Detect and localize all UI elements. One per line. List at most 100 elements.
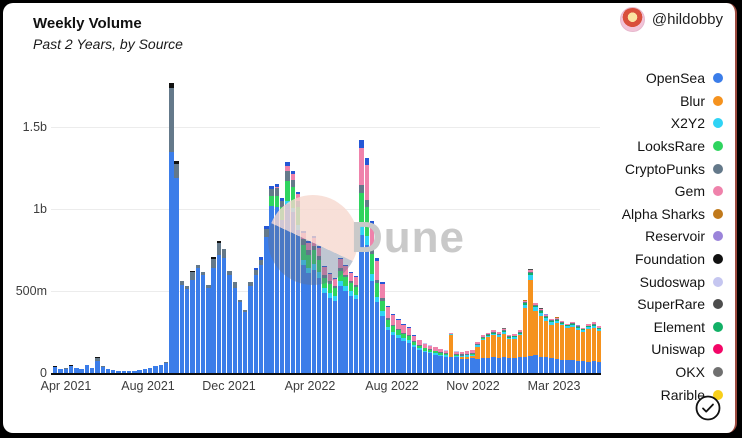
stacked-bar[interactable]: [253, 267, 259, 373]
stacked-bar[interactable]: [148, 368, 153, 373]
stacked-bar[interactable]: [126, 370, 132, 373]
stacked-bar[interactable]: [507, 334, 512, 373]
stacked-bar[interactable]: [232, 282, 237, 373]
legend-item-rarible[interactable]: Rarible: [623, 383, 723, 406]
stacked-bar[interactable]: [221, 249, 227, 373]
legend-item-reservoir[interactable]: Reservoir: [623, 225, 723, 248]
stacked-bar[interactable]: [68, 365, 74, 373]
stacked-bar[interactable]: [565, 323, 570, 373]
stacked-bar[interactable]: [248, 282, 253, 373]
stacked-bar[interactable]: [459, 351, 464, 373]
stacked-bar[interactable]: [427, 345, 433, 373]
stacked-bar[interactable]: [517, 329, 523, 373]
stacked-bar[interactable]: [206, 284, 211, 373]
stacked-bar[interactable]: [596, 326, 602, 373]
legend-item-x2y2[interactable]: X2Y2: [623, 112, 723, 135]
stacked-bar[interactable]: [332, 277, 338, 373]
stacked-bar[interactable]: [575, 325, 581, 373]
stacked-bar[interactable]: [105, 369, 111, 373]
weekly-volume-chart[interactable]: Dune 0 500m 1b 1.5b Apr 2021 Aug 2021 Dec 2021…: [3, 63, 615, 403]
stacked-bar[interactable]: [449, 332, 454, 373]
stacked-bar[interactable]: [438, 348, 443, 373]
stacked-bar[interactable]: [185, 286, 190, 373]
stacked-bar[interactable]: [111, 370, 116, 373]
author-chip[interactable]: @hildobby: [619, 7, 723, 32]
stacked-bar[interactable]: [485, 332, 491, 373]
stacked-bar[interactable]: [243, 309, 248, 373]
stacked-bar[interactable]: [311, 236, 317, 373]
stacked-bar[interactable]: [559, 320, 565, 373]
stacked-bar[interactable]: [406, 327, 412, 373]
stacked-bar[interactable]: [522, 300, 528, 373]
stacked-bar[interactable]: [417, 339, 422, 373]
stacked-bar[interactable]: [190, 270, 195, 373]
stacked-bar[interactable]: [348, 271, 354, 373]
legend-item-superrare[interactable]: SuperRare: [623, 293, 723, 316]
stacked-bar[interactable]: [496, 331, 501, 373]
stacked-bar[interactable]: [501, 328, 507, 373]
stacked-bar[interactable]: [538, 308, 544, 373]
stacked-bar[interactable]: [475, 342, 480, 373]
stacked-bar[interactable]: [512, 334, 517, 373]
stacked-bar[interactable]: [570, 322, 575, 373]
stacked-bar[interactable]: [216, 241, 222, 373]
stacked-bar[interactable]: [301, 230, 306, 373]
stacked-bar[interactable]: [581, 327, 586, 373]
stacked-bar[interactable]: [591, 322, 596, 373]
stacked-bar[interactable]: [443, 350, 449, 373]
stacked-bar[interactable]: [200, 272, 206, 373]
stacked-bar[interactable]: [116, 371, 121, 373]
stacked-bar[interactable]: [100, 366, 105, 373]
stacked-bar[interactable]: [179, 281, 185, 373]
stacked-bar[interactable]: [163, 361, 169, 373]
stacked-bar[interactable]: [63, 368, 68, 373]
stacked-bar[interactable]: [554, 317, 559, 373]
stacked-bar[interactable]: [158, 364, 163, 373]
stacked-bar[interactable]: [74, 367, 79, 373]
stacked-bar[interactable]: [53, 365, 58, 373]
stacked-bar[interactable]: [359, 140, 364, 373]
stacked-bar[interactable]: [533, 302, 538, 373]
stacked-bar[interactable]: [338, 257, 343, 373]
stacked-bar[interactable]: [237, 300, 243, 373]
stacked-bar[interactable]: [480, 335, 486, 373]
stacked-bar[interactable]: [464, 351, 470, 373]
stacked-bar[interactable]: [211, 257, 216, 373]
legend-item-foundation[interactable]: Foundation: [623, 248, 723, 271]
stacked-bar[interactable]: [89, 367, 95, 373]
stacked-bar[interactable]: [174, 160, 179, 373]
legend-item-cryptopunks[interactable]: CryptoPunks: [623, 157, 723, 180]
stacked-bar[interactable]: [132, 370, 137, 373]
stacked-bar[interactable]: [264, 225, 269, 373]
stacked-bar[interactable]: [195, 265, 200, 373]
stacked-bar[interactable]: [343, 264, 348, 373]
stacked-bar[interactable]: [390, 313, 396, 373]
legend-item-gem[interactable]: Gem: [623, 180, 723, 203]
stacked-bar[interactable]: [137, 369, 142, 373]
stacked-bar[interactable]: [544, 314, 549, 373]
stacked-bar[interactable]: [586, 324, 591, 373]
stacked-bar[interactable]: [295, 191, 301, 373]
stacked-bar[interactable]: [380, 281, 385, 373]
stacked-bar[interactable]: [227, 271, 232, 373]
stacked-bar[interactable]: [317, 246, 322, 373]
stacked-bar[interactable]: [58, 368, 63, 373]
legend-item-opensea[interactable]: OpenSea: [623, 67, 723, 90]
stacked-bar[interactable]: [79, 368, 84, 373]
stacked-bar[interactable]: [385, 305, 391, 373]
stacked-bar[interactable]: [269, 185, 274, 373]
stacked-bar[interactable]: [422, 343, 427, 373]
stacked-bar[interactable]: [84, 364, 90, 373]
stacked-bar[interactable]: [306, 241, 311, 373]
stacked-bar[interactable]: [396, 319, 401, 373]
stacked-bar[interactable]: [375, 258, 380, 373]
stacked-bar[interactable]: [290, 170, 295, 373]
checkmark-button[interactable]: [694, 394, 722, 422]
stacked-bar[interactable]: [528, 268, 533, 373]
legend-item-alpha-sharks[interactable]: Alpha Sharks: [622, 203, 723, 226]
stacked-bar[interactable]: [470, 350, 475, 373]
stacked-bar[interactable]: [401, 324, 406, 373]
stacked-bar[interactable]: [153, 365, 158, 373]
stacked-bar[interactable]: [364, 158, 369, 373]
stacked-bar[interactable]: [142, 368, 148, 373]
